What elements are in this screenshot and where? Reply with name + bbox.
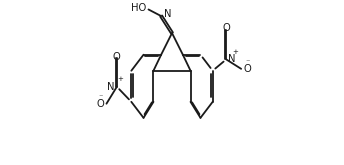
Text: N: N: [107, 82, 115, 92]
Text: ⁻: ⁻: [98, 93, 102, 102]
Text: +: +: [233, 49, 238, 55]
Text: ⁻: ⁻: [246, 58, 250, 67]
Text: N: N: [228, 54, 236, 64]
Text: N: N: [164, 9, 171, 19]
Text: O: O: [244, 64, 251, 74]
Text: O: O: [96, 99, 104, 109]
Text: +: +: [118, 76, 123, 82]
Text: O: O: [113, 52, 121, 62]
Text: HO: HO: [131, 3, 146, 13]
Text: O: O: [222, 23, 230, 33]
